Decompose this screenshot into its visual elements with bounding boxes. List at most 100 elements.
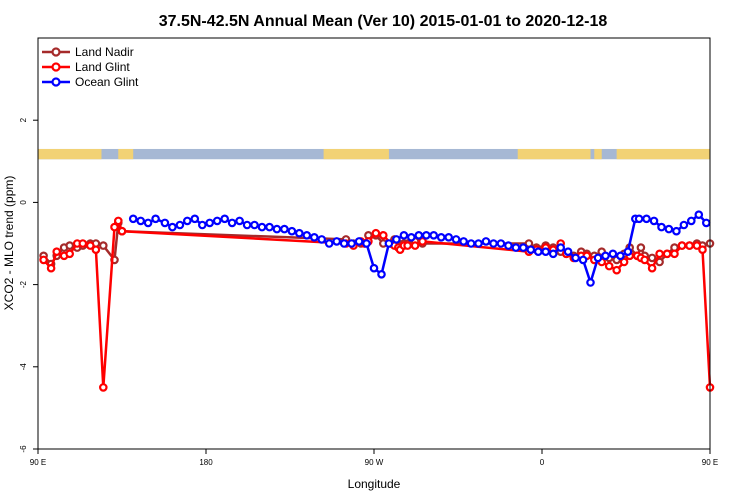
legend-label: Land Nadir [75, 45, 134, 59]
x-tick-label: 0 [540, 458, 545, 467]
data-point [52, 247, 62, 257]
data-point [623, 247, 633, 257]
data-point [369, 263, 379, 273]
y-axis-label: XCO2 - MLO trend (ppm) [2, 176, 16, 311]
data-point [548, 249, 558, 259]
data-point [649, 216, 659, 226]
chart-title: 37.5N-42.5N Annual Mean (Ver 10) 2015-01… [159, 13, 608, 30]
data-point [634, 214, 644, 224]
data-point [136, 216, 146, 226]
data-point [518, 243, 528, 252]
data-point [496, 239, 506, 248]
data-point [701, 218, 711, 228]
data-point [410, 241, 420, 250]
data-point [459, 237, 468, 246]
data-point [280, 224, 289, 234]
data-point [168, 222, 177, 232]
data-point [265, 222, 274, 232]
plot-series [39, 210, 715, 392]
legend-item: Land Glint [42, 60, 130, 74]
data-point [541, 247, 551, 257]
data-point [647, 253, 657, 263]
data-point [451, 235, 461, 244]
data-point [642, 214, 651, 224]
data-point [657, 222, 666, 232]
land-ocean-band [38, 148, 710, 160]
data-point [227, 218, 237, 228]
data-point [664, 224, 674, 234]
x-axis-label: Longitude [348, 477, 401, 491]
data-point [39, 255, 48, 265]
data-point [99, 383, 108, 392]
data-point [608, 249, 618, 259]
data-point [436, 233, 446, 242]
data-point [143, 218, 153, 228]
data-point [504, 241, 513, 250]
land-band-segment [323, 148, 389, 160]
y-tick-label: -4 [19, 363, 28, 371]
data-point [198, 220, 207, 230]
data-point [384, 239, 394, 248]
data-point [619, 257, 629, 267]
data-point [604, 261, 614, 271]
data-point [533, 247, 543, 257]
data-point [571, 253, 580, 263]
data-point [309, 233, 319, 242]
data-point [272, 224, 282, 234]
data-point [612, 265, 622, 275]
data-point [670, 249, 679, 259]
data-point [406, 233, 416, 242]
data-point [302, 231, 312, 240]
legend-swatch-marker [51, 62, 61, 72]
data-point [578, 255, 588, 265]
y-tick-label: 0 [19, 200, 28, 205]
data-point [526, 245, 536, 255]
data-point [392, 235, 401, 244]
data-point [489, 239, 498, 248]
data-point [511, 243, 521, 252]
data-point [235, 216, 244, 226]
x-tick-label: 180 [199, 458, 213, 467]
data-point [220, 214, 230, 224]
land-band-segment [517, 148, 591, 160]
y-tick-label: -6 [19, 445, 28, 453]
data-point [347, 239, 356, 248]
series-line [42, 219, 712, 389]
data-point [474, 239, 483, 248]
data-point [692, 241, 702, 250]
data-point [429, 231, 439, 240]
data-point [556, 243, 566, 252]
data-point [339, 239, 349, 248]
data-point [685, 241, 694, 250]
series-land-nadir [39, 218, 715, 269]
x-axis-ticks: 90 E 180 90 W 0 90 E [30, 449, 718, 467]
data-point [377, 269, 386, 279]
data-point [65, 241, 75, 250]
data-point [212, 216, 222, 226]
data-point [151, 214, 160, 224]
data-point [679, 220, 689, 230]
data-point [332, 237, 342, 246]
plot-frame [37, 37, 711, 450]
data-point [601, 251, 610, 261]
data-point [287, 226, 297, 236]
series-ocean-glint [128, 210, 711, 287]
data-point [205, 218, 215, 228]
data-point [99, 241, 108, 250]
data-point [647, 263, 657, 273]
data-point [91, 245, 101, 255]
data-point [294, 228, 304, 238]
y-tick-label: 2 [19, 117, 28, 122]
legend-label: Ocean Glint [75, 75, 139, 89]
data-point [257, 222, 267, 232]
data-point [114, 216, 123, 226]
data-point [86, 241, 95, 250]
data-point [128, 214, 138, 224]
data-point [466, 239, 476, 248]
series-land-glint [39, 216, 715, 392]
data-point [481, 237, 491, 246]
data-point [655, 249, 664, 259]
data-point [354, 237, 364, 246]
